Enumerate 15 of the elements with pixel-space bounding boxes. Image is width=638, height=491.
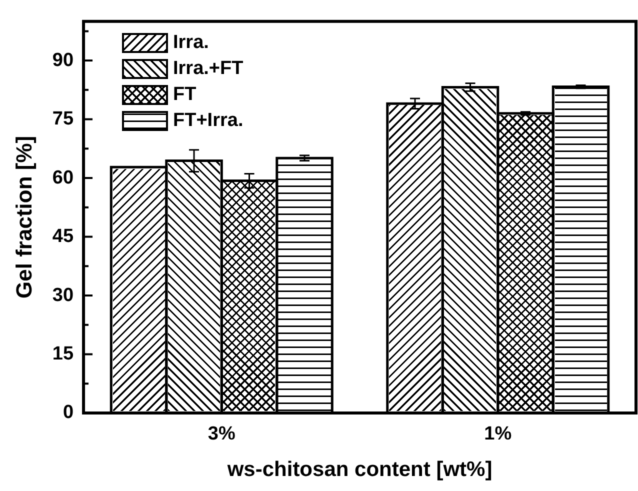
- y-tick-label: 30: [52, 284, 74, 306]
- y-tick-label: 45: [52, 226, 74, 248]
- legend-label: FT: [173, 84, 196, 106]
- y-tick-label: 15: [52, 343, 74, 364]
- legend-label: Irra.+FT: [173, 58, 244, 80]
- legend-label: Irra.: [173, 32, 209, 54]
- y-tick-label: 0: [62, 402, 74, 424]
- y-tick-label: 90: [52, 50, 74, 71]
- x-tick-label: 1%: [484, 424, 512, 445]
- x-axis-title: ws-chitosan content [wt%]: [226, 458, 492, 482]
- y-tick-label: 60: [52, 167, 74, 188]
- y-tick-label: 75: [52, 108, 74, 130]
- y-axis-title: Gel fraction [%]: [11, 136, 36, 298]
- x-tick-label: 3%: [208, 424, 236, 445]
- legend-label: FT+Irra.: [173, 110, 244, 132]
